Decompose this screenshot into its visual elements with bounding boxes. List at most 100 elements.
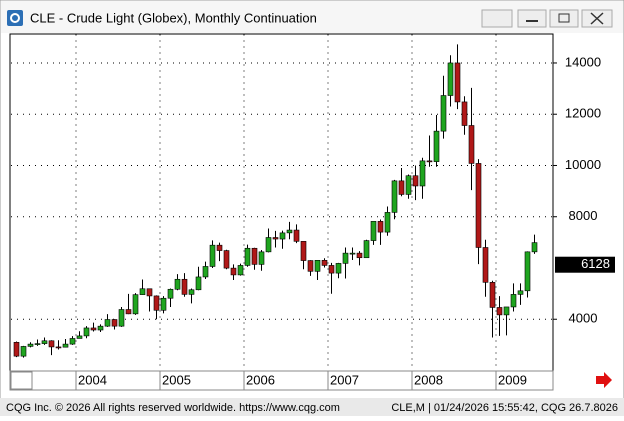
candle-body [76, 335, 83, 339]
candle-body [370, 221, 377, 241]
candle-body [384, 212, 391, 233]
candle-body [188, 289, 195, 295]
candle-body [482, 247, 489, 283]
candle-body [272, 237, 279, 240]
candle-body [167, 288, 174, 299]
candle-body [342, 252, 349, 264]
candle-body [209, 244, 216, 267]
candle-body [111, 319, 118, 327]
window-title: CLE - Crude Light (Globex), Monthly Cont… [30, 10, 317, 25]
candle-body [412, 175, 419, 187]
y-tick-label: 4000 [569, 311, 598, 326]
axis-corner [10, 371, 33, 390]
x-tick-label: 2007 [330, 372, 359, 387]
candle-body [433, 130, 440, 162]
candle-body [300, 241, 307, 261]
candle-body [55, 346, 62, 349]
footer-copyright: CQG Inc. © 2026 All rights reserved worl… [6, 402, 340, 414]
x-tick-label: 2008 [414, 372, 443, 387]
candle-body [475, 163, 482, 248]
restore-button[interactable] [549, 9, 579, 28]
candle-body [531, 242, 538, 253]
candle-body [125, 309, 132, 315]
candle-body [510, 294, 517, 308]
candle-body [391, 180, 398, 213]
candle-body [524, 251, 531, 292]
candle-body [244, 247, 251, 266]
candle-body [83, 327, 90, 337]
time-axis [9, 370, 554, 391]
candle-body [293, 229, 300, 242]
footer-status: CLE,M | 01/24/2026 15:55:42, CQG 26.7.80… [391, 402, 618, 414]
candle-body [405, 175, 412, 195]
candle-body [181, 278, 188, 295]
last-price-box [555, 256, 615, 273]
candle-body [440, 95, 447, 132]
minimize-button[interactable] [517, 9, 547, 28]
candle-body [118, 309, 125, 327]
scroll-arrow[interactable] [596, 372, 612, 388]
candle-body [202, 266, 209, 278]
candle-body [104, 319, 111, 327]
candle-body [307, 260, 314, 272]
candle-body [503, 306, 510, 316]
candle-body [265, 237, 272, 253]
candle-body [279, 232, 286, 240]
y-tick-label: 14000 [565, 54, 601, 69]
candle-body [41, 340, 48, 344]
candle-body [90, 327, 97, 331]
candle-body [286, 229, 293, 234]
x-tick-label: 2005 [162, 372, 191, 387]
x-tick-label: 2006 [246, 372, 275, 387]
candle-body [27, 343, 34, 347]
candle-body [160, 297, 167, 311]
candle-body [461, 101, 468, 126]
candle-body [426, 160, 433, 163]
restore-glyph [558, 13, 570, 23]
x-tick-label: 2009 [498, 372, 527, 387]
candle-body [489, 282, 496, 308]
y-tick-label: 12000 [565, 106, 601, 121]
candle-body [216, 244, 223, 251]
candle-body [20, 346, 27, 357]
candle-body [139, 288, 146, 295]
candle-body [62, 343, 69, 348]
candle-body [349, 252, 356, 255]
candle-body [258, 251, 265, 265]
x-tick-label: 2004 [78, 372, 107, 387]
status-bar [0, 398, 624, 416]
candle-body [223, 250, 230, 269]
candle-body [195, 276, 202, 291]
app-icon [7, 10, 23, 26]
candle-body [321, 260, 328, 266]
candle-body [468, 125, 475, 164]
app-icon-glyph [10, 13, 20, 23]
y-tick-label: 8000 [569, 208, 598, 223]
candle-body [447, 62, 454, 96]
candle-body [314, 260, 321, 272]
last-price-label: 6128 [581, 256, 610, 271]
candle-body [237, 265, 244, 276]
candle-body [48, 340, 55, 348]
link-button[interactable] [481, 9, 513, 28]
candle-body [335, 263, 342, 274]
candle-body [153, 295, 160, 311]
candle-body [363, 240, 370, 259]
candle-body [146, 288, 153, 297]
candle-body [398, 180, 405, 195]
candle-body [419, 160, 426, 187]
candle-body [328, 265, 335, 274]
candle-body [174, 278, 181, 290]
close-glyph [590, 12, 604, 25]
candle-body [454, 62, 461, 103]
candle-body [132, 294, 139, 315]
candle-body [517, 290, 524, 295]
candle-body [13, 342, 20, 357]
candle-body [34, 343, 41, 345]
candle-body [230, 267, 237, 276]
y-tick-label: 10000 [565, 157, 601, 172]
candle-body [377, 221, 384, 233]
candle-body [356, 252, 363, 259]
candle-body [496, 307, 503, 316]
